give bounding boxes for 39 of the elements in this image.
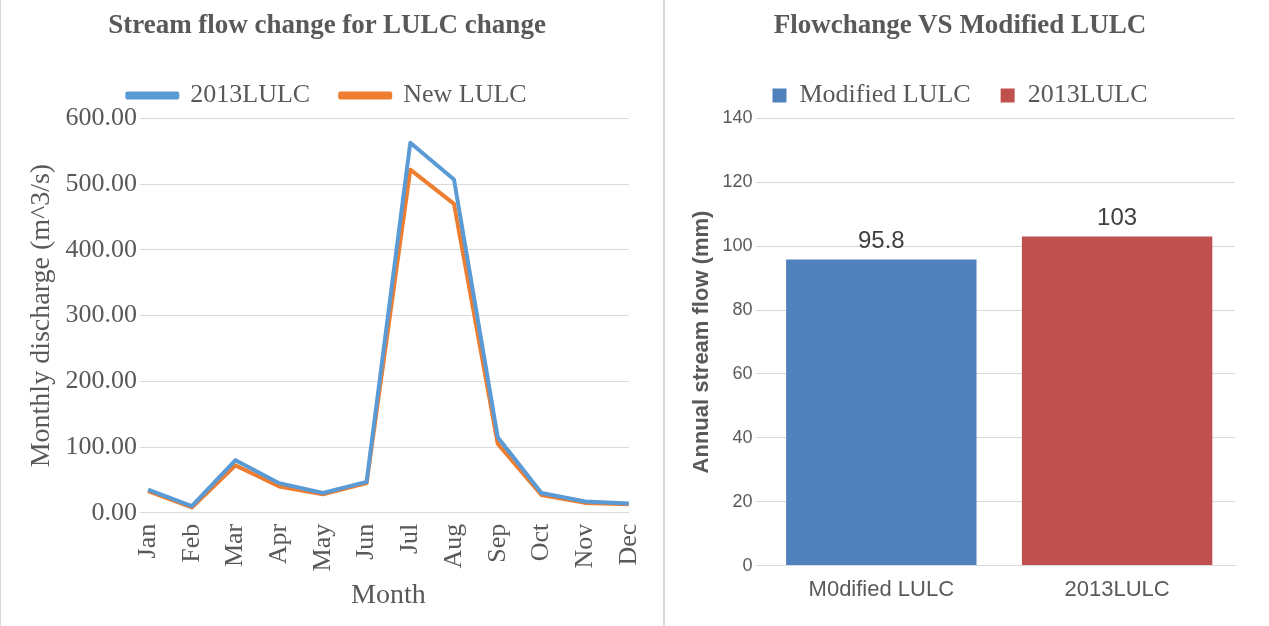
x-tick-label: Jan: [131, 523, 161, 559]
y-tick-label: 600.00: [65, 102, 138, 132]
y-tick-label: 200.00: [65, 365, 138, 395]
y-tick-label: 20: [732, 490, 753, 511]
y-tick-label: 500.00: [65, 167, 138, 197]
x-tick-label: Jun: [350, 523, 380, 560]
legend-label: 2013LULC: [190, 79, 311, 109]
y-tick-label: 100.00: [65, 430, 138, 460]
legend-label: 2013LULC: [1027, 79, 1148, 109]
x-tick-label: Feb: [175, 523, 205, 563]
y-tick-label: 0: [742, 554, 753, 575]
y-axis-title: Monthly discharge (m^3/s): [24, 163, 56, 468]
x-tick-label: M0dified LULC: [808, 575, 955, 601]
y-tick-label: 400.00: [65, 233, 138, 263]
y-axis-title: Annual stream flow (mm): [688, 210, 714, 474]
y-tick-label: 120: [722, 171, 753, 192]
x-tick-label: May: [306, 523, 336, 572]
x-tick-label: Oct: [525, 522, 555, 562]
y-tick-label: 0.00: [91, 496, 138, 526]
y-tick-label: 60: [732, 362, 753, 383]
x-tick-label: Apr: [263, 523, 293, 565]
chart-title: Flowchange VS Modified LULC: [773, 9, 1147, 40]
chart-title: Stream flow change for LULC change: [108, 9, 546, 40]
x-tick-label: Mar: [219, 523, 249, 568]
data-label: 103: [1097, 203, 1138, 231]
x-tick-label: Jul: [394, 523, 424, 555]
legend-label: Modified LULC: [799, 79, 971, 109]
y-tick-label: 140: [722, 107, 753, 128]
data-label: 95.8: [857, 226, 905, 254]
x-tick-label: Nov: [568, 523, 598, 569]
x-tick-label: Aug: [437, 523, 467, 569]
legend-label: New LULC: [403, 79, 527, 109]
y-tick-label: 40: [732, 426, 753, 447]
y-tick-label: 80: [732, 299, 753, 320]
x-tick-label: Sep: [481, 523, 511, 563]
y-tick-label: 100: [722, 235, 753, 256]
x-tick-label: Dec: [612, 523, 642, 566]
x-axis-title: Month: [351, 577, 426, 609]
y-tick-label: 300.00: [65, 299, 138, 329]
